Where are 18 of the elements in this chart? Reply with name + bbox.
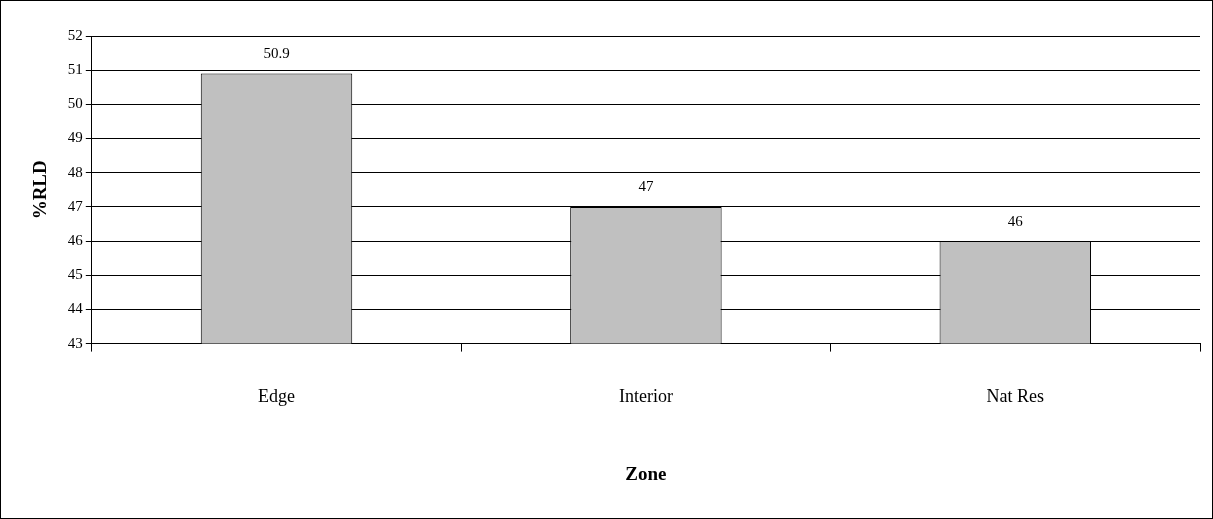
data-label: 47 [638,178,654,195]
y-tick-label: 44 [67,300,84,317]
y-tick-label: 51 [67,61,83,78]
x-tick-label: Interior [618,386,673,407]
x-axis-title: Zone [625,462,667,484]
y-tick-label: 45 [67,266,83,283]
data-label: 46 [1007,212,1024,229]
y-tick-label: 46 [67,232,84,248]
y-tick-label: 47 [67,197,84,214]
y-tick-label: 48 [67,163,83,180]
data-label: 50.9 [263,45,290,62]
y-tick-label: 49 [67,129,83,146]
x-tick-label: Edge [258,386,295,407]
y-tick-label: 50 [67,95,83,112]
y-tick-label: 52 [67,26,83,43]
y-tick-label: 43 [67,334,83,351]
x-tick-label: Nat Res [986,386,1045,407]
y-axis-title: %RLD [29,160,51,220]
